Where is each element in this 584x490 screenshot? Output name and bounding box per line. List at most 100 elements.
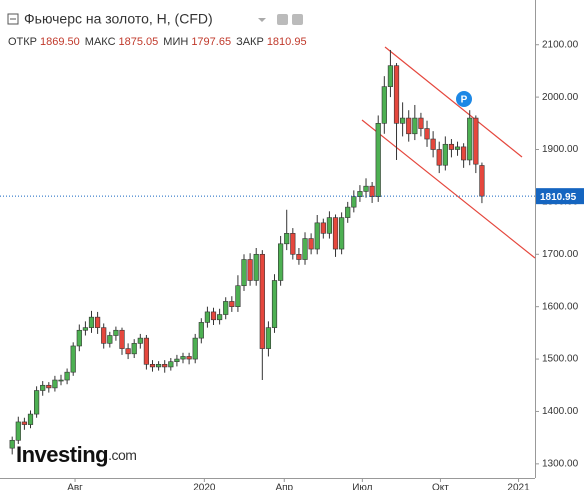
candle-body [198, 322, 204, 339]
candle-body [217, 314, 223, 321]
ohlc-key: МАКС [85, 36, 116, 48]
candle-body [34, 390, 40, 415]
candle-body [326, 217, 333, 234]
candle-body [412, 117, 418, 135]
last-price-label: 1810.95 [540, 192, 577, 203]
candle-body [271, 280, 278, 328]
candle-body [180, 356, 186, 360]
x-tick-label: Июл [352, 483, 372, 490]
dropdown-icon[interactable] [258, 18, 266, 22]
candle-body [357, 191, 363, 197]
candle-body [345, 206, 351, 218]
candle-body [448, 143, 455, 150]
candle-body [186, 356, 192, 360]
y-tick-label: 2100.00 [542, 39, 579, 50]
ohlc-value: 1875.05 [119, 36, 159, 48]
candle-body [46, 384, 52, 389]
candle-body [235, 285, 241, 307]
candle-body [290, 233, 296, 255]
candle-body [131, 343, 137, 355]
candle-body [339, 217, 345, 250]
candle-body [210, 311, 217, 321]
x-tick-label: 2020 [193, 483, 216, 490]
ohlc-key: МИН [163, 36, 188, 48]
candle-body [15, 421, 21, 441]
candle-body [241, 259, 247, 287]
candle-body [436, 149, 442, 166]
candle-body [332, 217, 339, 250]
candle-body [369, 185, 375, 197]
y-tick-label: 1500.00 [542, 354, 579, 365]
candles [9, 49, 485, 455]
y-tick-label: 1400.00 [542, 406, 579, 417]
ohlc-legend: ОТКР 1869.50 МАКС 1875.05 МИН 1797.65 ЗАКР 1810… [8, 36, 307, 48]
x-tick-label: Апр [275, 483, 293, 490]
candle-body [320, 222, 326, 234]
candle-body [21, 421, 28, 425]
chart-title: Фьючерс на золото, H, (CFD) [24, 11, 213, 27]
candle-body [479, 165, 485, 197]
candle-body [107, 335, 113, 344]
candle-body [454, 146, 461, 150]
candle-body [64, 371, 70, 381]
candle-body [162, 364, 168, 368]
event-marker-label: P [461, 95, 468, 106]
ohlc-key: ОТКР [8, 36, 37, 48]
candle-body [149, 364, 156, 368]
collapse-icon[interactable] [7, 13, 19, 25]
ohlc-text: ОТКР 1869.50 МАКС 1875.05 МИН 1797.65 ЗАКР 1810… [8, 36, 307, 48]
candle-body [430, 138, 436, 150]
x-tick-label: Окт [432, 483, 449, 490]
settings-icon[interactable] [292, 14, 303, 25]
candle-body [192, 337, 198, 360]
candle-body [27, 413, 34, 425]
candle-body [278, 243, 284, 281]
candle-body [119, 329, 125, 349]
candle-body [442, 143, 448, 166]
candle-body [314, 222, 320, 250]
ohlc-value: 1797.65 [191, 36, 231, 48]
ohlc-key: ЗАКР [236, 36, 264, 48]
candle-body [363, 185, 369, 192]
candle-body [259, 253, 265, 349]
channel-upper [384, 46, 523, 158]
y-tick-label: 1700.00 [542, 249, 579, 260]
y-tick-label: 1900.00 [542, 144, 579, 155]
candle-body [82, 327, 89, 331]
ohlc-value: 1810.95 [267, 36, 307, 48]
candle-body [400, 117, 406, 124]
logo: Investing.com [16, 442, 136, 467]
candle-body [284, 233, 290, 245]
last-price-box [536, 188, 584, 205]
y-tick-label: 1600.00 [542, 301, 579, 312]
candle-body [253, 253, 259, 281]
channel-lower [361, 119, 536, 259]
candle-body [113, 329, 119, 336]
candle-body [473, 117, 479, 165]
x-tick-label: Авг [67, 483, 83, 490]
candle-body [387, 65, 394, 87]
candle-body [406, 117, 412, 135]
candle-body [40, 384, 46, 391]
candle-body [88, 316, 95, 328]
candle-body [174, 358, 180, 362]
candle-body [424, 128, 430, 140]
candle-body [229, 301, 235, 307]
candle-body [461, 146, 467, 161]
candle-body [302, 238, 308, 260]
event-marker[interactable] [456, 91, 472, 107]
candle-body [381, 86, 387, 124]
logo-suffix: .com [108, 447, 136, 463]
candle-body [9, 439, 15, 449]
candle-body [296, 253, 302, 260]
candle-body [308, 238, 314, 250]
eye-icon[interactable] [277, 14, 288, 25]
candle-body [204, 311, 211, 323]
candle-body [70, 345, 76, 373]
y-tick-label: 2000.00 [542, 92, 579, 103]
candle-body [143, 337, 150, 365]
candle-body [58, 379, 64, 382]
candle-body [52, 379, 58, 389]
